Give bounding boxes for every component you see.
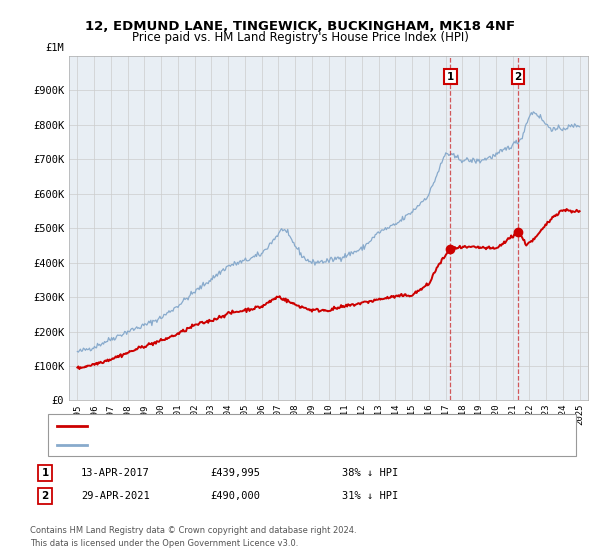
Text: 12, EDMUND LANE, TINGEWICK, BUCKINGHAM, MK18 4NF (detached house): 12, EDMUND LANE, TINGEWICK, BUCKINGHAM, …	[93, 422, 435, 431]
Text: 31% ↓ HPI: 31% ↓ HPI	[342, 491, 398, 501]
Text: 13-APR-2017: 13-APR-2017	[81, 468, 150, 478]
Text: £1M: £1M	[45, 43, 64, 53]
Text: This data is licensed under the Open Government Licence v3.0.: This data is licensed under the Open Gov…	[30, 539, 298, 548]
Text: 38% ↓ HPI: 38% ↓ HPI	[342, 468, 398, 478]
Text: 1: 1	[41, 468, 49, 478]
Text: 2: 2	[515, 72, 522, 82]
Text: 12, EDMUND LANE, TINGEWICK, BUCKINGHAM, MK18 4NF: 12, EDMUND LANE, TINGEWICK, BUCKINGHAM, …	[85, 20, 515, 32]
Text: 29-APR-2021: 29-APR-2021	[81, 491, 150, 501]
Text: HPI: Average price, detached house, Buckinghamshire: HPI: Average price, detached house, Buck…	[93, 440, 339, 449]
Text: £439,995: £439,995	[210, 468, 260, 478]
Text: 2: 2	[41, 491, 49, 501]
Text: 1: 1	[447, 72, 454, 82]
Text: Price paid vs. HM Land Registry's House Price Index (HPI): Price paid vs. HM Land Registry's House …	[131, 31, 469, 44]
Text: £490,000: £490,000	[210, 491, 260, 501]
Text: Contains HM Land Registry data © Crown copyright and database right 2024.: Contains HM Land Registry data © Crown c…	[30, 526, 356, 535]
